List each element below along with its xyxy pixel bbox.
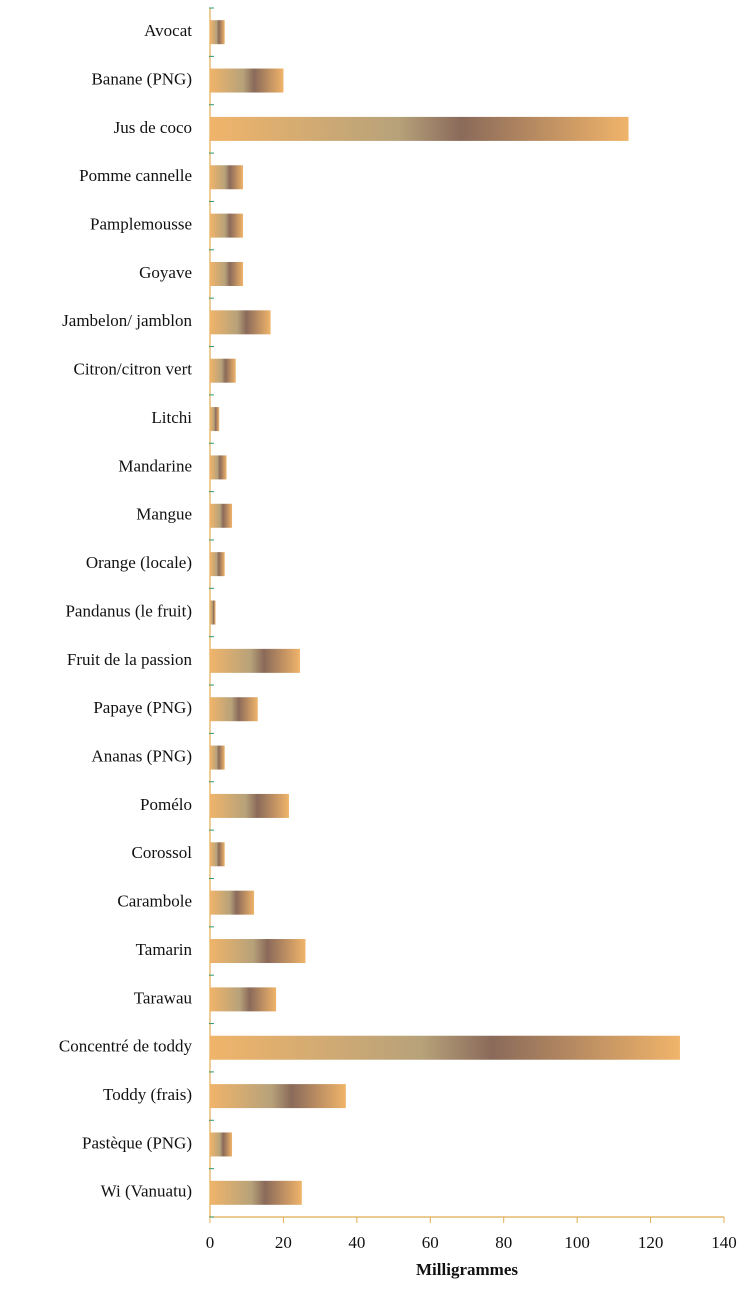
y-tick-label: Pomme cannelle [79, 166, 192, 185]
bar [210, 503, 233, 528]
bar [210, 261, 244, 286]
bar [210, 310, 271, 335]
bar [210, 842, 225, 867]
y-tick-label: Orange (locale) [86, 553, 192, 572]
y-tick-label: Pomélo [140, 795, 192, 814]
bar [210, 745, 225, 770]
bar [210, 697, 258, 722]
y-tick-label: Citron/citron vert [73, 360, 192, 379]
bar [210, 1180, 302, 1205]
bar [210, 407, 220, 432]
y-tick-label: Goyave [139, 263, 192, 282]
y-tick-label: Jambelon/ jamblon [62, 311, 192, 330]
bar [210, 890, 255, 915]
y-tick-label: Wi (Vanuatu) [101, 1182, 192, 1201]
bar [210, 1132, 233, 1157]
bar [210, 20, 225, 45]
bar [210, 358, 236, 383]
bar [210, 165, 244, 190]
y-tick-label: Carambole [117, 892, 192, 911]
y-tick-label: Jus de coco [114, 118, 192, 137]
y-tick-label: Fruit de la passion [67, 650, 193, 669]
bar [210, 213, 244, 238]
x-tick-label: 140 [711, 1233, 737, 1252]
x-tick-label: 0 [206, 1233, 215, 1252]
bar [210, 1084, 346, 1109]
bar [210, 939, 306, 964]
y-tick-label: Pamplemousse [90, 215, 192, 234]
y-tick-label: Banane (PNG) [91, 69, 192, 88]
y-tick-label: Corossol [132, 843, 193, 862]
y-tick-label: Mangue [136, 505, 192, 524]
bar [210, 600, 216, 625]
x-tick-label: 80 [495, 1233, 512, 1252]
bar [210, 987, 277, 1012]
bar [210, 116, 629, 141]
y-tick-label: Tarawau [134, 988, 193, 1007]
y-tick-label: Pastèque (PNG) [82, 1133, 192, 1152]
bar [210, 648, 300, 673]
bar [210, 68, 284, 93]
bar [210, 1035, 680, 1060]
y-tick-label: Tamarin [136, 940, 193, 959]
y-tick-label: Mandarine [118, 456, 192, 475]
bar [210, 793, 289, 818]
y-tick-label: Pandanus (le fruit) [65, 601, 192, 620]
x-tick-label: 60 [422, 1233, 439, 1252]
y-tick-label: Avocat [144, 21, 192, 40]
x-tick-label: 40 [348, 1233, 365, 1252]
x-tick-label: 20 [275, 1233, 292, 1252]
y-tick-label: Papaye (PNG) [93, 698, 192, 717]
x-tick-label: 120 [638, 1233, 664, 1252]
x-axis-label: Milligrammes [416, 1260, 518, 1279]
y-tick-label: Ananas (PNG) [91, 746, 192, 765]
y-tick-label: Litchi [151, 408, 192, 427]
y-tick-label: Concentré de toddy [59, 1037, 193, 1056]
bar [210, 455, 227, 480]
x-tick-label: 100 [564, 1233, 590, 1252]
y-tick-label: Toddy (frais) [103, 1085, 192, 1104]
bar [210, 552, 225, 577]
